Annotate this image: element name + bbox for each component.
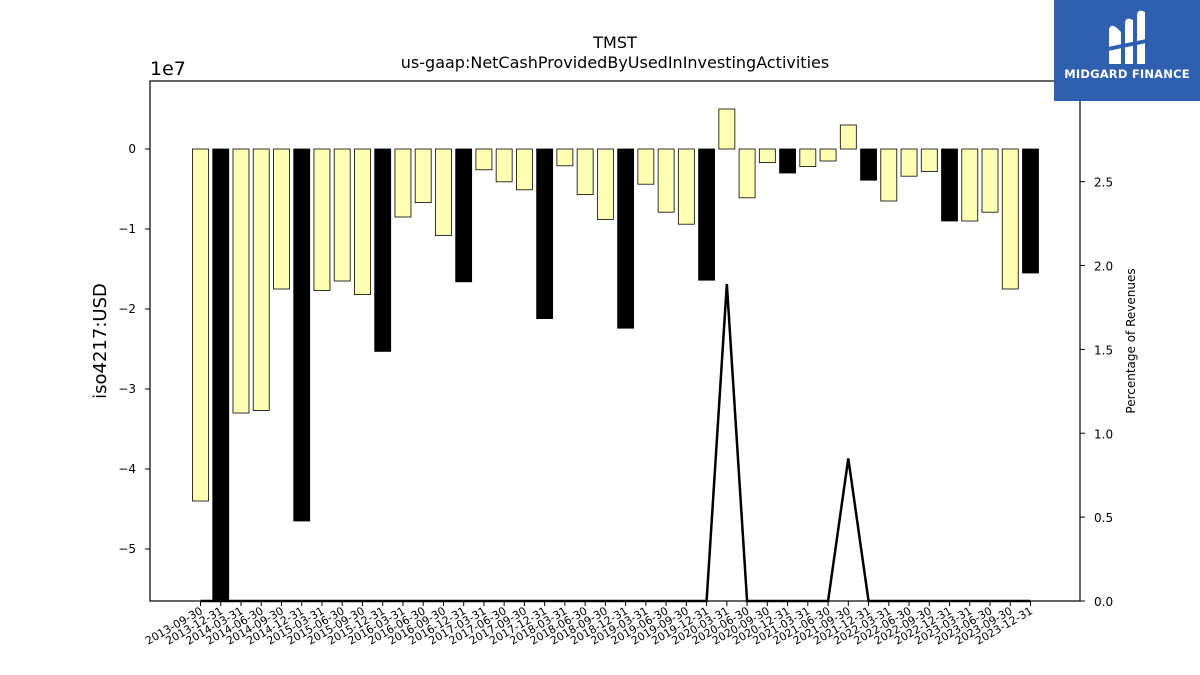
bar bbox=[576, 148, 594, 195]
chart-subtitle: us-gaap:NetCashProvidedByUsedInInvesting… bbox=[401, 53, 829, 72]
y-axis-label: iso4217:USD bbox=[90, 283, 111, 399]
bar bbox=[495, 148, 513, 183]
bar bbox=[556, 148, 574, 167]
bar bbox=[313, 148, 331, 292]
bar bbox=[596, 148, 614, 220]
plot-frame bbox=[149, 80, 1081, 602]
bar bbox=[819, 148, 837, 162]
bar bbox=[273, 148, 290, 290]
y2-tick-label: 2.0 bbox=[1094, 260, 1113, 274]
bar bbox=[617, 148, 635, 329]
y2-tick-label: 2.5 bbox=[1094, 176, 1113, 190]
y-exponent-label: 1e7 bbox=[150, 58, 186, 80]
bar bbox=[333, 148, 351, 282]
bar bbox=[293, 148, 311, 522]
bar bbox=[516, 148, 533, 191]
bar bbox=[1001, 148, 1019, 290]
y2-tick-label: 0.0 bbox=[1094, 595, 1113, 609]
y2-tick-label: 0.5 bbox=[1094, 511, 1113, 525]
logo-mark-icon bbox=[1103, 10, 1151, 65]
bar bbox=[435, 148, 452, 236]
y-tick-label: −4 bbox=[118, 462, 136, 476]
y2-axis-label: Percentage of Revenues bbox=[1124, 268, 1138, 413]
y-tick-label: 0 bbox=[128, 142, 136, 156]
bar bbox=[455, 148, 473, 283]
bar bbox=[475, 148, 493, 171]
y-tick-label: −5 bbox=[118, 542, 136, 556]
bar bbox=[718, 108, 736, 150]
bar bbox=[860, 148, 877, 181]
chart-title: TMST bbox=[592, 33, 637, 52]
line-series bbox=[200, 283, 1031, 603]
bar bbox=[799, 148, 817, 168]
bar bbox=[698, 148, 715, 281]
bar bbox=[677, 148, 695, 225]
bar bbox=[779, 148, 796, 174]
bar bbox=[941, 148, 958, 222]
bar bbox=[961, 148, 979, 222]
bar bbox=[252, 148, 270, 412]
bar bbox=[738, 148, 756, 199]
y-axis-ticks: 0 −1 −2 −3 −4 −5 bbox=[118, 142, 150, 556]
bar bbox=[900, 148, 918, 177]
bar bbox=[536, 148, 554, 320]
y-tick-label: −1 bbox=[118, 222, 136, 236]
y2-tick-label: 1.5 bbox=[1094, 343, 1113, 357]
bar bbox=[920, 148, 938, 172]
bar bbox=[192, 148, 209, 502]
y2-axis-ticks: 0.0 0.5 1.0 1.5 2.0 2.5 bbox=[1080, 176, 1113, 609]
line-path bbox=[200, 283, 1031, 603]
bar-series bbox=[192, 108, 1039, 602]
company-logo: MIDGARD FINANCE bbox=[1054, 0, 1200, 101]
bar bbox=[839, 124, 857, 150]
bar bbox=[374, 148, 392, 352]
x-axis-ticks: 2013-09-302013-12-312014-03-312014-06-30… bbox=[143, 601, 1035, 648]
bar bbox=[232, 148, 250, 414]
y-tick-label: −2 bbox=[118, 302, 136, 316]
logo-text: MIDGARD FINANCE bbox=[1064, 67, 1190, 81]
bar bbox=[414, 148, 432, 203]
bar bbox=[354, 148, 371, 296]
y-tick-label: −3 bbox=[118, 382, 136, 396]
bar bbox=[1022, 148, 1039, 274]
bar bbox=[758, 148, 776, 164]
bar bbox=[880, 148, 898, 202]
bar bbox=[981, 148, 999, 213]
bar bbox=[637, 148, 655, 185]
bar bbox=[212, 148, 230, 602]
y2-tick-label: 1.0 bbox=[1094, 427, 1113, 441]
bar bbox=[657, 148, 675, 213]
bar bbox=[394, 148, 412, 218]
